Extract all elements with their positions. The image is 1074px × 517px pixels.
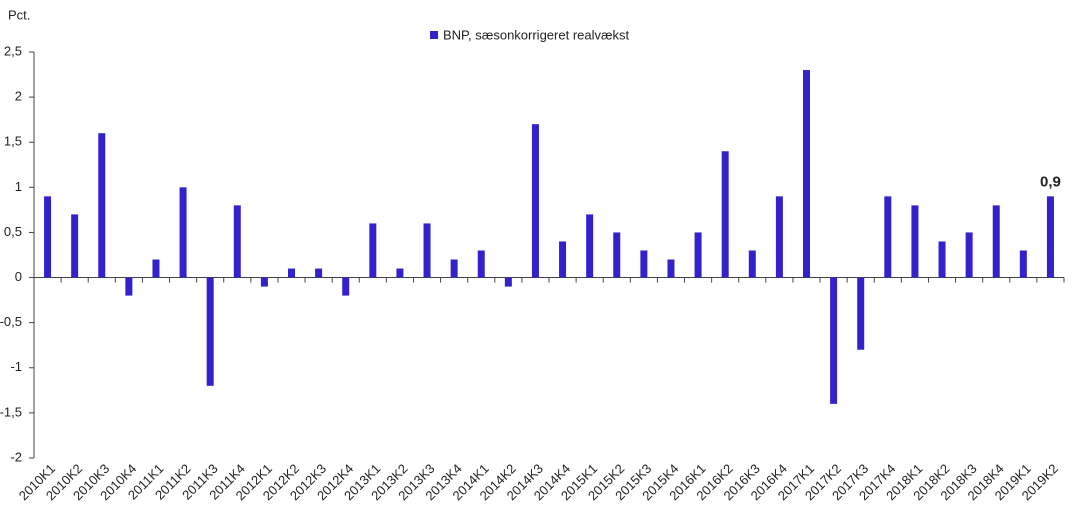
bar [125,277,133,296]
bar [857,277,865,350]
value-label: 0,9 [1040,173,1061,190]
bar [938,241,946,278]
bar [1019,250,1027,278]
bar [830,277,838,404]
bar [775,196,783,278]
y-tick-label: 0 [15,269,22,284]
bar [315,268,323,278]
bar [260,277,268,287]
bar [477,250,485,278]
bar [98,133,106,278]
bar [586,214,594,278]
y-tick-label: -1,5 [0,404,22,419]
y-tick-label: -0,5 [0,314,22,329]
bar [531,124,539,278]
bar [206,277,214,386]
bar [884,196,892,278]
bar [911,205,919,278]
y-tick-label: 1,5 [4,134,22,149]
bar [667,259,675,278]
bar [423,223,431,278]
y-tick-label: 2 [15,89,22,104]
bar [803,70,810,278]
y-tick-label: -2 [10,449,22,464]
y-unit-label: Pct. [8,7,30,22]
bar [71,214,79,278]
bar [504,277,512,287]
bar [152,259,160,278]
bar [1046,196,1054,278]
bar [694,232,702,278]
bar [613,232,621,278]
bar [640,250,648,278]
bar [369,223,377,278]
legend-label: BNP, sæsonkorrigeret realvækst [443,27,630,42]
bar [450,259,458,278]
bar [44,196,52,278]
bar [748,250,756,278]
bar [559,241,567,278]
bar [965,232,973,278]
bar [721,151,729,278]
legend-swatch [430,31,438,39]
bar [233,205,241,278]
y-tick-label: 1 [15,179,22,194]
bar [179,187,187,278]
y-tick-label: 0,5 [4,224,22,239]
bar [396,268,404,278]
bar [288,268,295,278]
bar [342,277,350,296]
y-tick-label: -1 [10,359,22,374]
bar [992,205,1000,278]
y-tick-label: 2,5 [4,43,22,58]
